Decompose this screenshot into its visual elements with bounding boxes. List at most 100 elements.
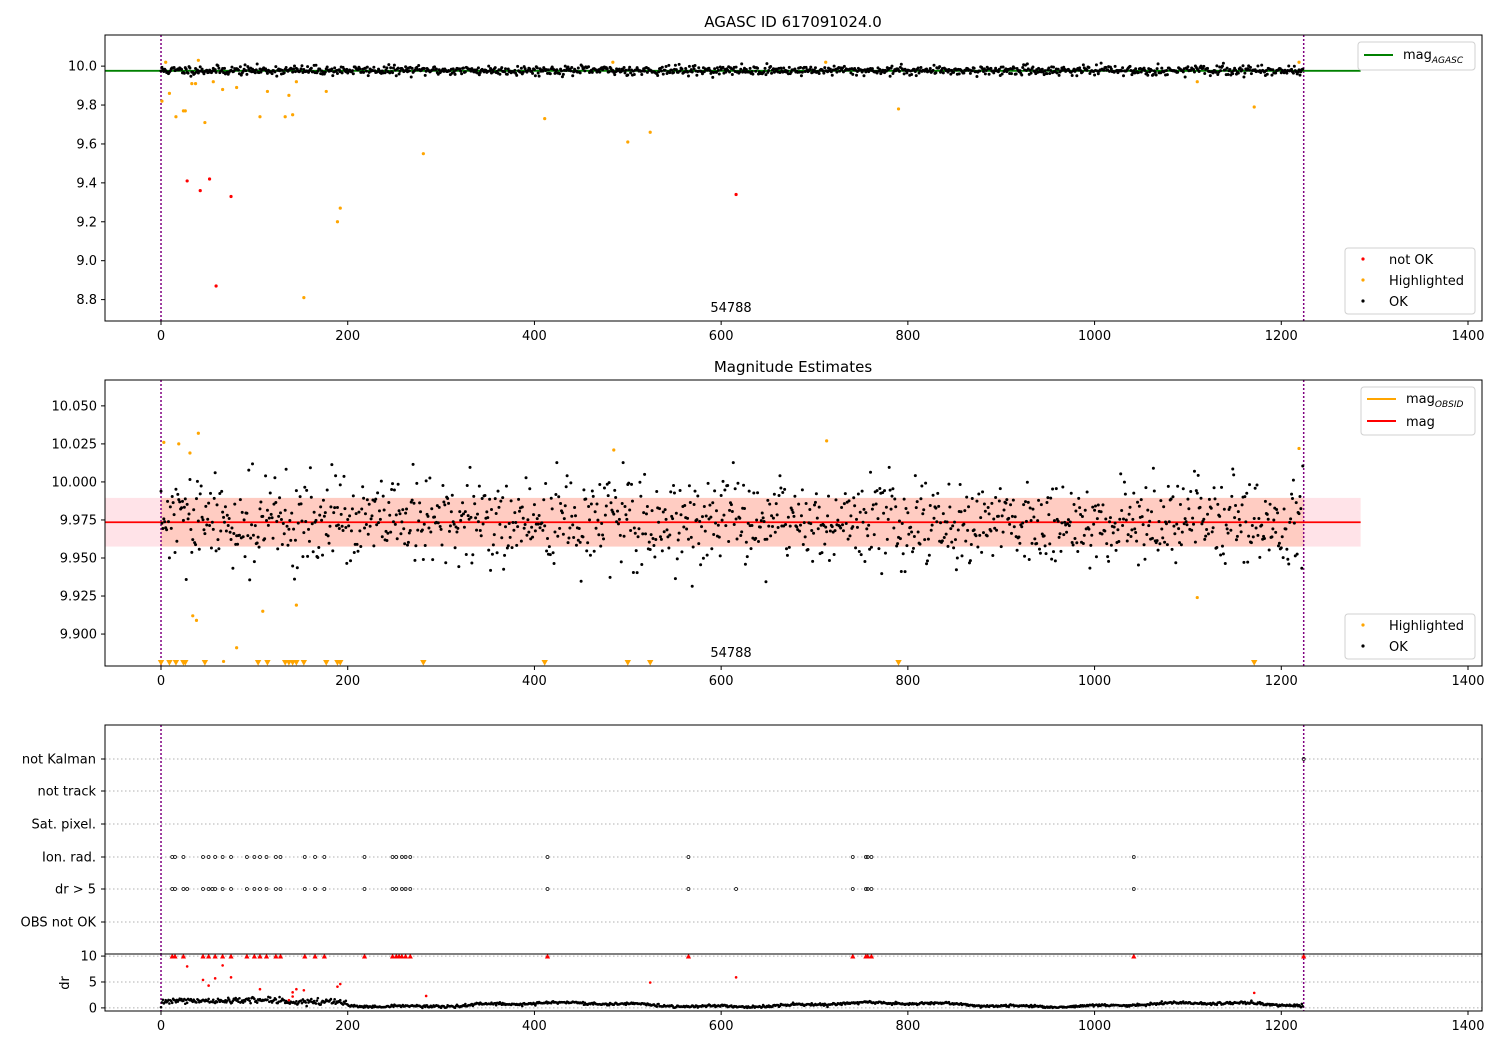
ok-point xyxy=(691,545,695,549)
dr-point xyxy=(161,998,165,1002)
ok-point xyxy=(661,72,665,76)
ok-point xyxy=(349,529,353,533)
ok-point xyxy=(695,73,699,77)
ok-point xyxy=(784,547,788,551)
highlighted-point xyxy=(162,440,166,444)
ok-point xyxy=(319,505,323,509)
capped-marker xyxy=(312,953,318,959)
ok-point xyxy=(645,70,649,74)
ok-point xyxy=(693,489,697,493)
ok-point xyxy=(735,537,739,541)
ok-point xyxy=(392,63,396,67)
ok-point xyxy=(267,516,271,520)
ok-point xyxy=(797,502,801,506)
ok-point xyxy=(194,543,198,547)
ok-point xyxy=(372,544,376,548)
ok-point xyxy=(1054,487,1058,491)
ok-point xyxy=(975,75,979,79)
ok-point xyxy=(344,526,348,530)
ok-point xyxy=(396,66,400,70)
ok-point xyxy=(1145,533,1149,537)
ok-point xyxy=(934,506,938,510)
ok-point xyxy=(325,488,329,492)
ok-point xyxy=(736,481,740,485)
ok-point xyxy=(386,531,390,535)
ok-point xyxy=(237,533,241,537)
ok-point xyxy=(867,70,871,74)
ok-point xyxy=(1167,520,1171,524)
legend-ok: OK xyxy=(1389,295,1408,310)
ok-point xyxy=(1297,68,1301,72)
ok-point xyxy=(1108,520,1112,524)
ok-point xyxy=(1007,516,1011,520)
ok-point xyxy=(713,67,717,71)
ok-point xyxy=(1008,522,1012,526)
capped-marker xyxy=(228,953,234,959)
ok-point xyxy=(583,69,587,73)
ok-point xyxy=(1134,67,1138,71)
ok-point xyxy=(606,494,610,498)
ok-point xyxy=(1298,495,1302,499)
ok-point xyxy=(967,505,971,509)
ok-point xyxy=(410,66,414,70)
ok-point xyxy=(680,550,684,554)
ok-point xyxy=(350,507,354,511)
ok-point xyxy=(717,535,721,539)
ok-point xyxy=(843,492,847,496)
ok-point xyxy=(667,63,671,67)
flag-point xyxy=(394,855,399,859)
y-tick-label: 8.8 xyxy=(76,293,97,308)
below-range-marker xyxy=(201,660,209,666)
y-tick-label: 9.925 xyxy=(60,590,97,605)
ok-point xyxy=(861,520,865,524)
ok-point xyxy=(566,541,570,545)
ok-point xyxy=(767,524,771,528)
ok-point xyxy=(230,526,234,530)
ok-point xyxy=(548,72,552,76)
ok-point xyxy=(416,528,420,532)
ok-point xyxy=(447,529,451,533)
ok-point xyxy=(1277,541,1281,545)
ok-point xyxy=(771,516,775,520)
ok-point xyxy=(925,559,929,563)
ok-point xyxy=(1218,514,1222,518)
ok-point xyxy=(910,72,914,76)
ok-point xyxy=(265,508,269,512)
ok-point xyxy=(886,517,890,521)
ok-point xyxy=(620,502,624,506)
ok-point xyxy=(1165,73,1169,77)
ok-point xyxy=(1271,527,1275,531)
ok-point xyxy=(222,66,226,70)
ok-point xyxy=(754,536,758,540)
ok-point xyxy=(572,535,576,539)
ok-point xyxy=(1235,534,1239,538)
ok-point xyxy=(184,577,188,581)
flag-row-label: not Kalman xyxy=(22,753,96,768)
ok-point xyxy=(532,513,536,517)
ok-point xyxy=(836,518,840,522)
ok-point xyxy=(469,515,473,519)
capped-marker xyxy=(865,953,871,959)
ok-point xyxy=(686,516,690,520)
flag-point xyxy=(865,887,870,891)
dr-point xyxy=(464,1002,467,1006)
ok-point xyxy=(716,523,720,527)
ok-point xyxy=(860,489,864,493)
ok-point xyxy=(820,551,824,555)
flag-point xyxy=(869,855,874,859)
ok-point xyxy=(1123,492,1127,496)
ok-point xyxy=(664,517,668,521)
capped-marker xyxy=(220,953,226,959)
ok-point xyxy=(404,65,408,69)
highlighted-point xyxy=(174,115,178,119)
ok-point xyxy=(198,65,202,69)
ok-point xyxy=(799,514,803,518)
dr-point xyxy=(236,998,239,1001)
ok-point xyxy=(407,531,411,535)
ok-point xyxy=(296,521,300,525)
highlighted-point xyxy=(265,89,270,94)
ok-point xyxy=(1136,563,1140,567)
ok-point xyxy=(566,65,570,69)
ok-point xyxy=(832,552,836,556)
ok-point xyxy=(172,65,176,69)
